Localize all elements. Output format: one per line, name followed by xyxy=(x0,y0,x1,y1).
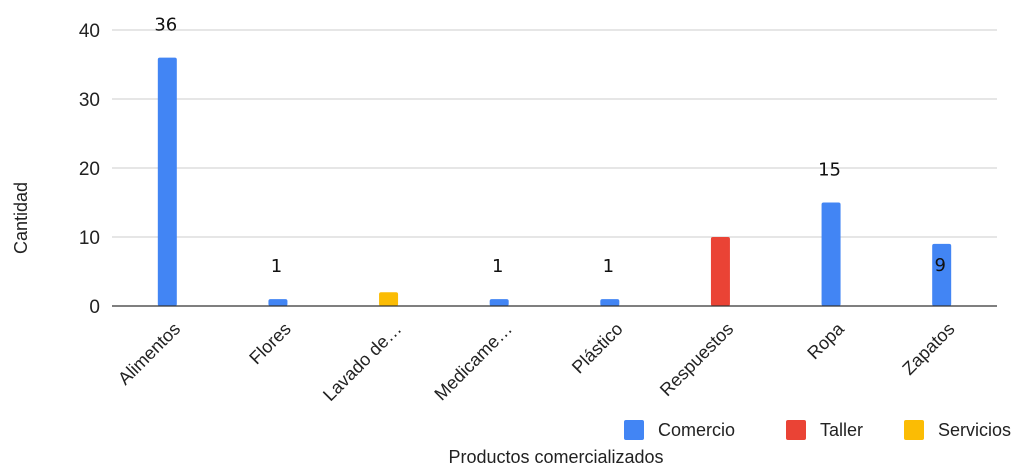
data-label: 9 xyxy=(934,255,945,276)
y-tick-label: 10 xyxy=(79,228,100,249)
legend-label: Comercio xyxy=(658,420,735,440)
bar-medicame-[interactable] xyxy=(489,299,509,306)
legend-label: Servicios xyxy=(938,420,1011,440)
data-label: 36 xyxy=(154,15,177,36)
y-axis-title: Cantidad xyxy=(11,182,31,254)
x-category-label: Plástico xyxy=(568,319,627,378)
x-category-label: Flores xyxy=(245,319,295,369)
y-tick-label: 30 xyxy=(79,90,100,111)
bar-flores[interactable] xyxy=(268,299,288,306)
y-axis-ticks: 0 10 20 30 40 xyxy=(79,21,100,318)
legend[interactable]: Comercio Taller Servicios xyxy=(624,420,1011,440)
data-label: 1 xyxy=(271,256,282,277)
y-tick-label: 40 xyxy=(79,21,100,42)
data-label: 1 xyxy=(492,256,503,277)
data-label: 15 xyxy=(818,160,841,181)
bar-alimentos[interactable] xyxy=(157,57,177,306)
data-label: 1 xyxy=(603,256,614,277)
x-category-label: Alimentos xyxy=(114,319,184,389)
legend-item-servicios[interactable]: Servicios xyxy=(904,420,1011,440)
x-category-label: Medicame… xyxy=(430,319,516,405)
bars xyxy=(157,57,952,307)
y-tick-label: 20 xyxy=(79,159,100,180)
bar-ropa[interactable] xyxy=(821,202,841,307)
x-axis-title: Productos comercializados xyxy=(448,447,663,466)
legend-item-comercio[interactable]: Comercio xyxy=(624,420,735,440)
x-category-label: Respuestos xyxy=(656,319,737,400)
legend-swatch xyxy=(624,420,644,440)
legend-swatch xyxy=(904,420,924,440)
x-category-label: Zapatos xyxy=(898,319,958,379)
legend-swatch xyxy=(786,420,806,440)
legend-label: Taller xyxy=(820,420,863,440)
bar-respuestos[interactable] xyxy=(710,237,730,306)
x-category-label: Ropa xyxy=(803,318,848,363)
x-category-label: Lavado de… xyxy=(319,319,405,405)
bar-zapatos[interactable] xyxy=(932,243,952,306)
bar-lavado-de-[interactable] xyxy=(379,292,399,306)
bar-pl-stico[interactable] xyxy=(600,299,620,306)
x-axis-categories: Alimentos Flores Lavado de… Medicame… Plásti… xyxy=(114,318,958,405)
data-labels: 36 1 1 1 15 9 xyxy=(154,15,946,278)
y-tick-label: 0 xyxy=(89,297,100,318)
legend-item-taller[interactable]: Taller xyxy=(786,420,863,440)
gridlines xyxy=(112,29,997,238)
